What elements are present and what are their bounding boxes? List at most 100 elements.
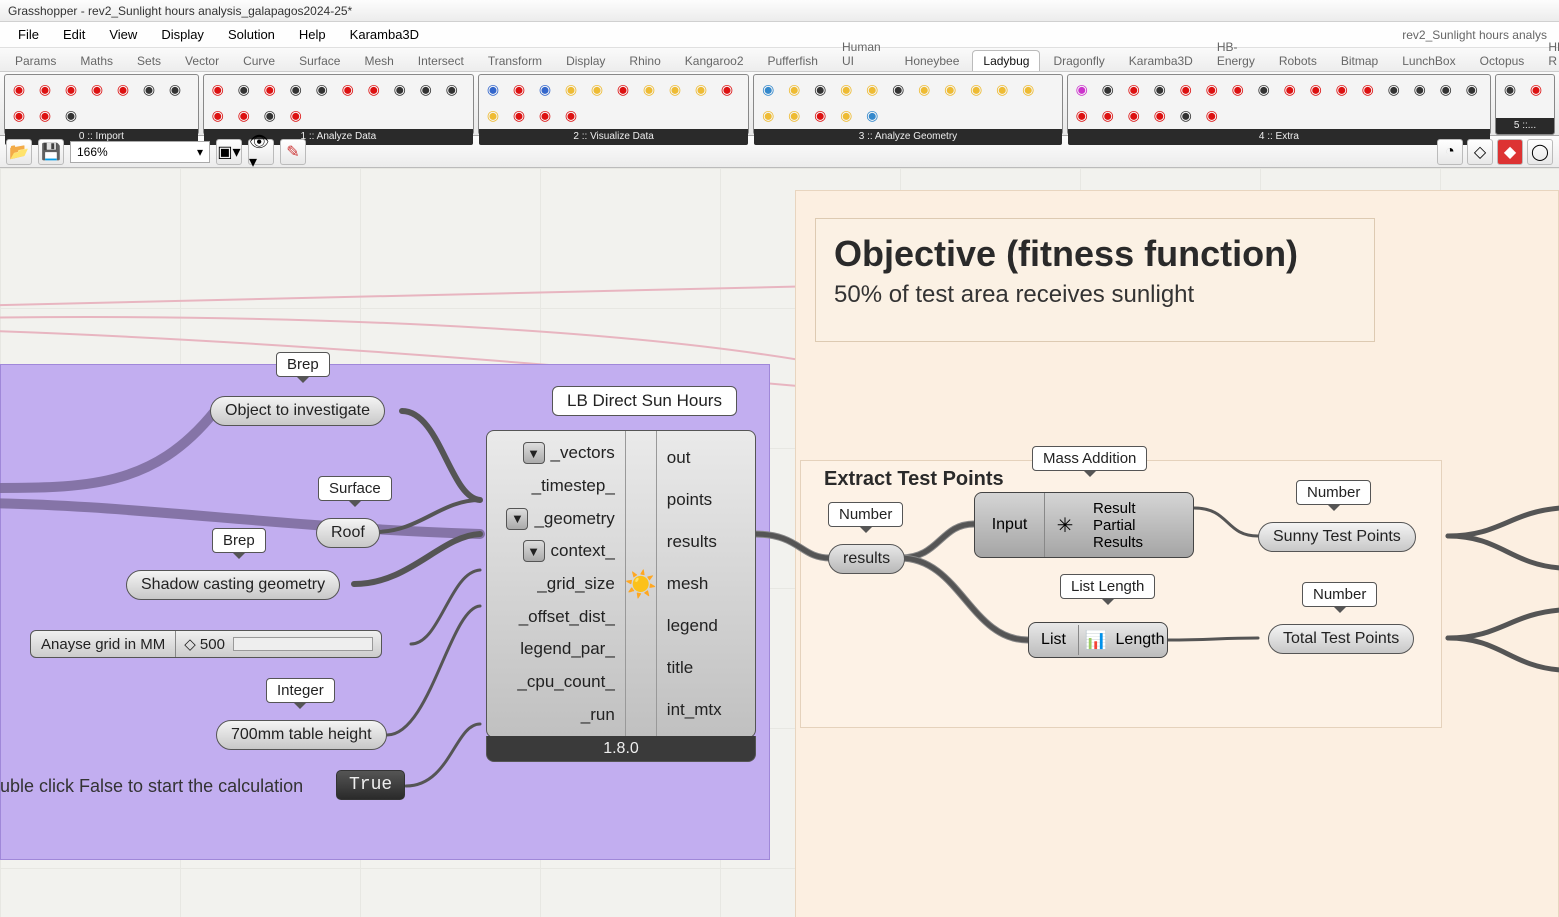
ribbon-icon[interactable]: ◉ (258, 103, 282, 127)
ribbon-icon[interactable]: ◉ (284, 103, 308, 127)
ribbon-icon[interactable]: ◉ (1408, 77, 1432, 101)
menu-solution[interactable]: Solution (216, 23, 287, 46)
ribbon-icon[interactable]: ◉ (310, 77, 334, 101)
ribbon-icon[interactable]: ◉ (481, 103, 505, 127)
tab-display[interactable]: Display (555, 50, 616, 71)
ribbon-icon[interactable]: ◉ (1460, 77, 1484, 101)
tab-human-ui[interactable]: Human UI (831, 36, 892, 71)
ribbon-icon[interactable]: ◉ (938, 77, 962, 101)
ribbon-icon[interactable]: ◉ (834, 77, 858, 101)
ribbon-icon[interactable]: ◉ (1148, 77, 1172, 101)
zoom-extents-icon[interactable]: ▣▾ (216, 139, 242, 165)
ribbon-icon[interactable]: ◉ (1200, 103, 1224, 127)
ribbon-icon[interactable]: ◉ (85, 77, 109, 101)
tab-robots[interactable]: Robots (1268, 50, 1328, 71)
ribbon-icon[interactable]: ◉ (886, 77, 910, 101)
tab-maths[interactable]: Maths (69, 50, 124, 71)
tab-intersect[interactable]: Intersect (407, 50, 475, 71)
ribbon-icon[interactable]: ◉ (585, 77, 609, 101)
menu-help[interactable]: Help (287, 23, 338, 46)
ribbon-icon[interactable]: ◉ (414, 77, 438, 101)
tab-dragonfly[interactable]: Dragonfly (1042, 50, 1115, 71)
param-sunny-test-points[interactable]: Sunny Test Points (1258, 522, 1416, 552)
tab-octopus[interactable]: Octopus (1469, 50, 1536, 71)
ribbon-icon[interactable]: ◉ (33, 77, 57, 101)
ribbon-icon[interactable]: ◉ (689, 77, 713, 101)
ribbon-icon[interactable]: ◉ (964, 77, 988, 101)
tab-rhino[interactable]: Rhino (618, 50, 671, 71)
tab-mesh[interactable]: Mesh (353, 50, 404, 71)
preview-icon[interactable]: 👁▾ (248, 139, 274, 165)
component-list-length[interactable]: List 📊 Length (1028, 622, 1168, 658)
ribbon-icon[interactable]: ◉ (1096, 103, 1120, 127)
menu-file[interactable]: File (6, 23, 51, 46)
open-file-icon[interactable]: 📂 (6, 139, 32, 165)
ribbon-icon[interactable]: ◉ (1070, 103, 1094, 127)
ribbon-icon[interactable]: ◉ (284, 77, 308, 101)
tab-transform[interactable]: Transform (477, 50, 553, 71)
menu-display[interactable]: Display (149, 23, 216, 46)
ribbon-icon[interactable]: ◉ (1122, 103, 1146, 127)
ribbon-icon[interactable]: ◉ (206, 77, 230, 101)
param-shadow-geometry[interactable]: Shadow casting geometry (126, 570, 340, 600)
param-roof[interactable]: Roof (316, 518, 380, 548)
sketch-icon[interactable]: ✎ (280, 139, 306, 165)
ribbon-icon[interactable]: ◉ (33, 103, 57, 127)
ribbon-icon[interactable]: ◉ (1174, 77, 1198, 101)
ribbon-icon[interactable]: ◉ (388, 77, 412, 101)
menu-karamba[interactable]: Karamba3D (338, 23, 431, 46)
tab-sets[interactable]: Sets (126, 50, 172, 71)
ribbon-icon[interactable]: ◉ (232, 103, 256, 127)
ribbon-icon[interactable]: ◉ (336, 77, 360, 101)
tab-karamba3d[interactable]: Karamba3D (1118, 50, 1204, 71)
ribbon-icon[interactable]: ◉ (258, 77, 282, 101)
ribbon-icon[interactable]: ◉ (507, 77, 531, 101)
ribbon-icon[interactable]: ◉ (663, 77, 687, 101)
component-lb-direct-sun-hours[interactable]: ▼_vectors _timestep_ ▼_geometry ▼context… (486, 430, 756, 738)
tool-a-icon[interactable]: ◔ (1437, 139, 1463, 165)
arrow-icon[interactable]: ▼ (523, 540, 545, 562)
ribbon-icon[interactable]: ◉ (756, 77, 780, 101)
tab-bitmap[interactable]: Bitmap (1330, 50, 1389, 71)
tool-d-icon[interactable]: ◯ (1527, 139, 1553, 165)
ribbon-icon[interactable]: ◉ (990, 77, 1014, 101)
arrow-icon[interactable]: ▼ (523, 442, 545, 464)
save-file-icon[interactable]: 💾 (38, 139, 64, 165)
ribbon-icon[interactable]: ◉ (1382, 77, 1406, 101)
ribbon-icon[interactable]: ◉ (559, 103, 583, 127)
tab-pufferfish[interactable]: Pufferfish (757, 50, 829, 71)
ribbon-icon[interactable]: ◉ (111, 77, 135, 101)
ribbon-icon[interactable]: ◉ (163, 77, 187, 101)
ribbon-icon[interactable]: ◉ (715, 77, 739, 101)
ribbon-icon[interactable]: ◉ (834, 103, 858, 127)
ribbon-icon[interactable]: ◉ (782, 103, 806, 127)
ribbon-icon[interactable]: ◉ (362, 77, 386, 101)
ribbon-icon[interactable]: ◉ (912, 77, 936, 101)
param-results[interactable]: results (828, 544, 905, 574)
ribbon-icon[interactable]: ◉ (1226, 77, 1250, 101)
ribbon-icon[interactable]: ◉ (756, 103, 780, 127)
menu-view[interactable]: View (97, 23, 149, 46)
ribbon-icon[interactable]: ◉ (59, 77, 83, 101)
tool-c-icon[interactable]: ◆ (1497, 139, 1523, 165)
ribbon-icon[interactable]: ◉ (1278, 77, 1302, 101)
ribbon-icon[interactable]: ◉ (860, 103, 884, 127)
menu-edit[interactable]: Edit (51, 23, 97, 46)
param-table-height[interactable]: 700mm table height (216, 720, 387, 750)
tab-ladybug[interactable]: Ladybug (972, 50, 1040, 71)
ribbon-icon[interactable]: ◉ (1070, 77, 1094, 101)
param-total-test-points[interactable]: Total Test Points (1268, 624, 1414, 654)
ribbon-icon[interactable]: ◉ (1330, 77, 1354, 101)
ribbon-icon[interactable]: ◉ (533, 103, 557, 127)
tab-honeybee[interactable]: Honeybee (894, 50, 971, 71)
arrow-icon[interactable]: ▼ (506, 508, 528, 530)
ribbon-icon[interactable]: ◉ (1434, 77, 1458, 101)
ribbon-icon[interactable]: ◉ (7, 77, 31, 101)
toggle-true[interactable]: True (336, 770, 405, 800)
ribbon-icon[interactable]: ◉ (232, 77, 256, 101)
tab-kangaroo2[interactable]: Kangaroo2 (674, 50, 755, 71)
tab-curve[interactable]: Curve (232, 50, 286, 71)
ribbon-icon[interactable]: ◉ (1304, 77, 1328, 101)
grasshopper-canvas[interactable]: Objective (fitness function) 50% of test… (0, 168, 1559, 917)
ribbon-icon[interactable]: ◉ (533, 77, 557, 101)
